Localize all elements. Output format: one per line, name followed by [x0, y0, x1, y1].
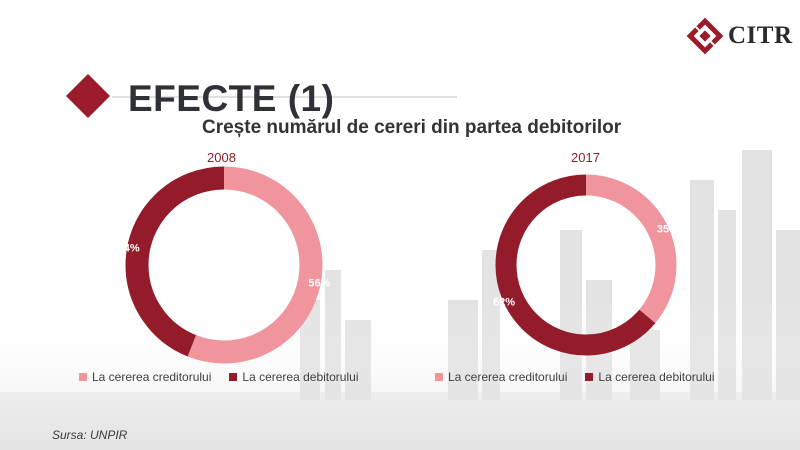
legend-label-creditor: La cererea creditorului	[448, 370, 568, 384]
data-label-creditor-2017: 35%	[657, 224, 679, 236]
title-rule	[112, 96, 457, 98]
donut-slice-debitor-2008	[125, 166, 323, 364]
legend-label-creditor: La cererea creditorului	[92, 370, 212, 384]
donut-slice-debitor-2017	[495, 174, 677, 356]
title-diamond-icon	[66, 74, 110, 118]
page-title: EFECTE (1)	[128, 78, 335, 119]
data-label-creditor-2008: 56%	[308, 277, 330, 289]
page-subtitle: Crește numărul de cereri din partea debi…	[202, 117, 622, 138]
data-label-debitor-2008: 44%	[118, 243, 140, 255]
legend-swatch-debitor	[585, 373, 594, 381]
legend-2017: La cererea creditorului La cererea debit…	[435, 370, 714, 384]
legend-2008: La cererea creditorului La cererea debit…	[79, 370, 358, 384]
legend-item-creditor: La cererea creditorului	[435, 370, 567, 384]
legend-item-debitor: La cererea debitorului	[585, 370, 714, 384]
donut-chart-2008: 56% 44%	[118, 166, 331, 364]
legend-label-debitor: La cererea debitorului	[598, 370, 715, 384]
legend-swatch-creditor	[435, 373, 443, 381]
donut-chart-2017: 35% 62%	[493, 174, 679, 356]
data-label-debitor-2017: 62%	[493, 296, 515, 308]
legend-swatch-debitor	[229, 373, 238, 381]
legend-swatch-creditor	[79, 373, 87, 381]
chart-title-2017: 2017	[571, 150, 600, 165]
source-note: Sursa: UNPIR	[52, 428, 128, 442]
logo-text: CITR	[728, 22, 793, 49]
chart-title-2008: 2008	[207, 150, 236, 165]
legend-item-creditor: La cererea creditorului	[79, 370, 211, 384]
legend-item-debitor: La cererea debitorului	[229, 370, 358, 384]
citr-logo	[686, 17, 724, 55]
legend-label-debitor: La cererea debitorului	[242, 370, 359, 384]
